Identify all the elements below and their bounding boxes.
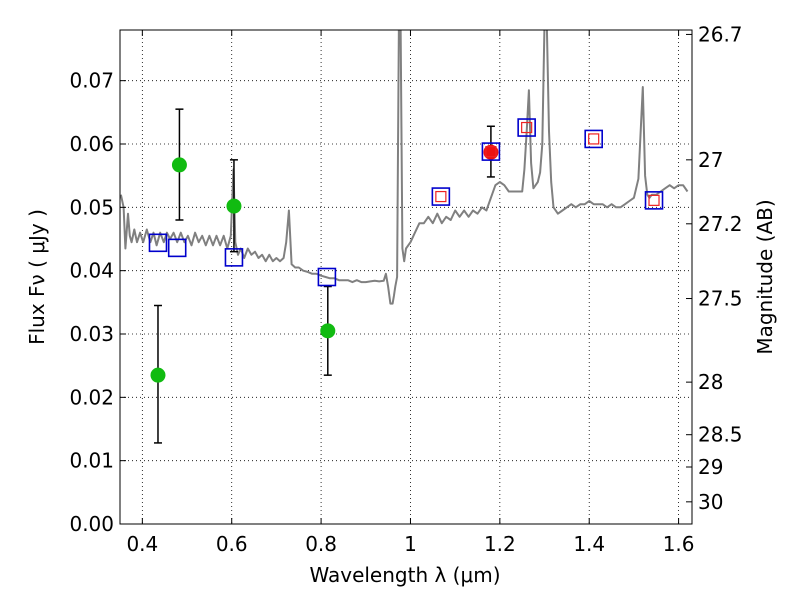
y-tick-label: 0.04 (69, 259, 114, 283)
model-square-marker (521, 121, 533, 134)
x-tick-label: 1.4 (573, 532, 605, 556)
y-tick-label: 0.03 (69, 322, 114, 346)
magnitude-tick-label: 28 (698, 370, 723, 394)
x-axis-title: Wavelength λ (μm) (309, 563, 500, 587)
plot-frame (119, 29, 693, 525)
model-square-marker (224, 248, 244, 267)
x-tick-label: 1.2 (484, 532, 516, 556)
x-tick-label: 1.6 (663, 532, 695, 556)
model-square-marker (481, 142, 501, 161)
model-square-marker (517, 118, 536, 137)
model-square-marker (648, 194, 660, 206)
magnitude-tick-label: 27.2 (698, 212, 743, 236)
x-tick-label: 0.4 (126, 532, 158, 556)
photometry-point (483, 144, 499, 160)
x-tick-label: 1 (404, 532, 417, 556)
model-spectrum-line (120, 30, 689, 305)
y-tick-label: 0.05 (69, 195, 114, 219)
y-tick-label: 0.02 (69, 385, 114, 409)
model-square-marker (431, 187, 451, 206)
magnitude-tick-label: 29 (698, 455, 723, 479)
magnitude-tick-label: 28.5 (698, 423, 743, 447)
magnitude-tick-label: 27.5 (698, 287, 743, 311)
model-square-marker (167, 238, 187, 258)
photometry-point (226, 198, 242, 214)
magnitude-tick-label: 26.7 (698, 22, 743, 46)
model-square-marker (485, 146, 497, 158)
axes: 0.4 0.6 0.8 1 1.2 1.4 1.6 0.00 0.01 0.02 0.03 0.04 0… (69, 22, 742, 556)
y-tick-label: 0.07 (69, 69, 114, 93)
model-square-marker (588, 133, 600, 145)
model-square-marker (148, 233, 168, 253)
model-square-marker (584, 129, 603, 149)
magnitude-tick-label: 27 (698, 148, 723, 172)
y-tick-label: 0.00 (69, 512, 114, 536)
y-tick-label: 0.01 (69, 449, 114, 473)
photometry-point (150, 367, 166, 383)
y-tick-label: 0.06 (69, 132, 114, 156)
x-tick-label: 0.8 (305, 532, 337, 556)
x-tick-label: 0.6 (216, 532, 248, 556)
photometry-point (320, 323, 336, 339)
y2-axis-title: Magnitude (AB) (753, 199, 777, 354)
model-square-marker (435, 190, 447, 203)
magnitude-tick-label: 30 (698, 490, 723, 514)
model-square-marker (644, 191, 664, 210)
model-square-marker (317, 267, 337, 287)
plot-area (120, 30, 689, 444)
y-axis-title: Flux Fν ( μJy ) (25, 209, 49, 345)
photometry-point (171, 157, 187, 173)
